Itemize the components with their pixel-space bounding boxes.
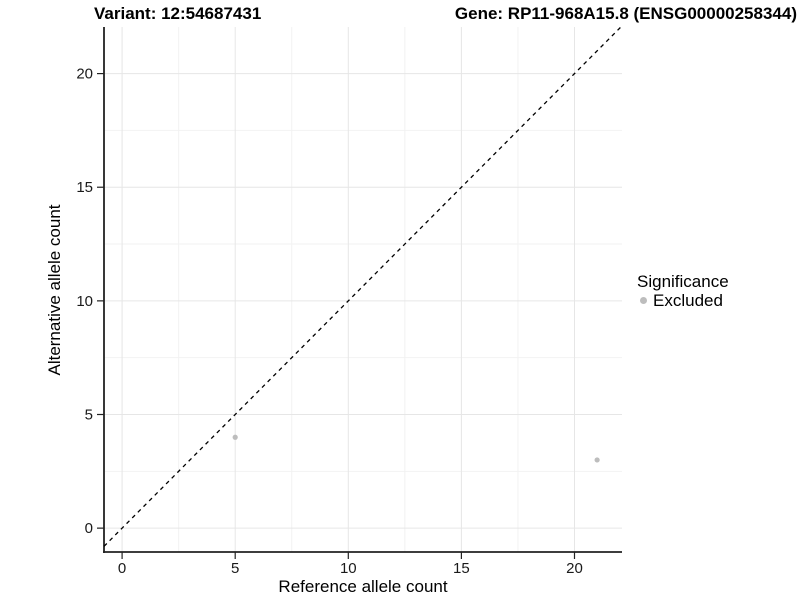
x-tick-label: 10 bbox=[340, 560, 357, 577]
y-tick-label: 0 bbox=[85, 520, 93, 537]
x-tick-label: 20 bbox=[566, 560, 583, 577]
y-tick-label: 10 bbox=[76, 293, 93, 310]
y-axis-title: Alternative allele count bbox=[45, 204, 64, 376]
y-tick-label: 5 bbox=[85, 407, 93, 424]
identity-dashed-line bbox=[103, 26, 622, 547]
data-point bbox=[594, 457, 600, 463]
data-point bbox=[232, 434, 238, 440]
legend-title: Significance bbox=[637, 272, 729, 291]
gene-title: Gene: RP11-968A15.8 (ENSG00000258344) bbox=[454, 4, 797, 23]
x-axis-title: Reference allele count bbox=[278, 577, 448, 596]
legend-item-label: Excluded bbox=[653, 291, 723, 310]
x-tick-label: 15 bbox=[453, 560, 470, 577]
y-tick-label: 15 bbox=[76, 179, 93, 196]
variant-title: Variant: 12:54687431 bbox=[94, 4, 262, 23]
x-tick-label: 0 bbox=[118, 560, 126, 577]
y-tick-label: 20 bbox=[76, 66, 93, 83]
legend-dot-icon bbox=[640, 297, 647, 304]
x-tick-label: 5 bbox=[231, 560, 239, 577]
legend-item-excluded: Excluded bbox=[640, 291, 723, 310]
